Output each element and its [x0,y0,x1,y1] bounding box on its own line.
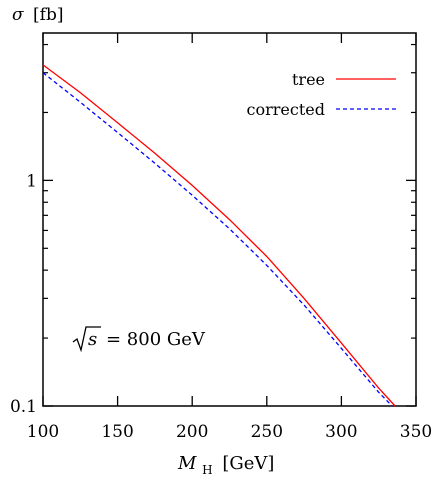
x-tick-label-300: 300 [325,422,357,442]
y-axis-label: σ [fb] [12,5,63,25]
legend-label-corrected: corrected [247,100,325,119]
series-line-corrected [42,72,393,407]
x-axis-label: M H [GeV] [177,453,274,477]
x-tick-label-150: 150 [101,422,133,442]
energy-annotation: s = 800 GeV [72,326,206,353]
y-axis-label-unit: [fb] [33,5,63,25]
series-line-tree [42,64,396,407]
legend: tree corrected [247,70,396,119]
y-tick-label-0.1: 0.1 [10,397,37,417]
x-axis-label-symbol: M [177,453,197,474]
x-axis-label-subscript: H [202,463,212,477]
plot-frame [42,32,417,407]
energy-value: = 800 GeV [106,329,206,350]
sqrt-sign [72,326,101,353]
ticks [42,33,417,407]
y-axis-label-symbol: σ [12,5,24,25]
x-tick-label-200: 200 [176,422,208,442]
x-tick-label-100: 100 [27,422,59,442]
y-tick-label-1: 1 [26,171,37,191]
sqrt-argument: s [88,329,97,350]
legend-label-tree: tree [292,70,325,89]
x-tick-label-250: 250 [251,422,283,442]
tick-labels: 100 150 200 250 300 350 0.1 1 [10,171,432,442]
x-tick-label-350: 350 [400,422,432,442]
series-lines [42,64,396,407]
x-axis-label-unit: [GeV] [222,453,274,474]
